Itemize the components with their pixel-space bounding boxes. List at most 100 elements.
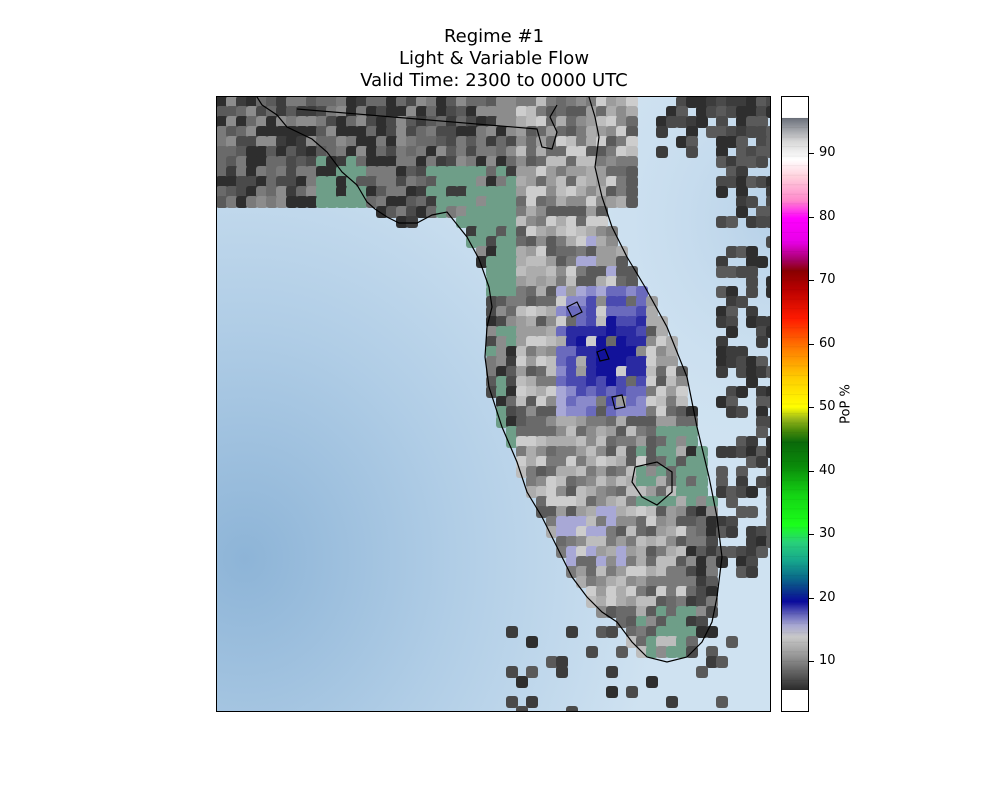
pop-cell xyxy=(726,166,738,178)
pop-cell xyxy=(516,216,528,228)
pop-cell xyxy=(766,186,770,198)
pop-cell xyxy=(336,146,348,158)
pop-cell xyxy=(546,216,558,228)
pop-cell xyxy=(766,176,770,188)
pop-cell xyxy=(526,436,538,448)
pop-cell xyxy=(346,186,358,198)
pop-cell xyxy=(516,306,528,318)
pop-cell xyxy=(566,546,578,558)
pop-cell xyxy=(566,506,578,518)
pop-cell xyxy=(746,116,758,128)
pop-cell xyxy=(636,476,648,488)
pop-cell xyxy=(616,106,628,118)
pop-cell xyxy=(506,176,518,188)
pop-cell xyxy=(506,406,518,418)
pop-cell xyxy=(536,436,548,448)
pop-cell xyxy=(606,396,618,408)
pop-cell xyxy=(276,146,288,158)
pop-cell xyxy=(606,536,618,548)
pop-cell xyxy=(766,136,770,148)
pop-cell xyxy=(466,136,478,148)
pop-cell xyxy=(696,116,708,128)
pop-cell xyxy=(306,97,318,108)
pop-cell xyxy=(426,156,438,168)
pop-cell xyxy=(406,136,418,148)
pop-cell xyxy=(546,406,558,418)
pop-cell xyxy=(556,196,568,208)
pop-cell xyxy=(266,97,278,108)
pop-cell xyxy=(666,436,678,448)
pop-cell xyxy=(276,176,288,188)
pop-cell xyxy=(276,156,288,168)
pop-cell xyxy=(596,406,608,418)
pop-cell xyxy=(326,116,338,128)
pop-cell xyxy=(616,596,628,608)
pop-cell xyxy=(626,566,638,578)
pop-cell xyxy=(536,456,548,468)
pop-cell xyxy=(576,126,588,138)
pop-cell xyxy=(586,346,598,358)
pop-cell xyxy=(486,226,498,238)
pop-cell xyxy=(666,366,678,378)
pop-cell xyxy=(576,396,588,408)
pop-cell xyxy=(606,376,618,388)
pop-cell xyxy=(316,176,328,188)
pop-cell xyxy=(476,146,488,158)
pop-cell xyxy=(656,516,668,528)
pop-cell xyxy=(746,286,758,298)
pop-cell xyxy=(606,256,618,268)
pop-cell xyxy=(576,366,588,378)
pop-cell xyxy=(606,246,618,258)
pop-cell xyxy=(276,126,288,138)
pop-cell xyxy=(546,256,558,268)
pop-cell xyxy=(606,576,618,588)
pop-cell xyxy=(526,226,538,238)
pop-cell xyxy=(676,506,688,518)
pop-cell xyxy=(596,266,608,278)
pop-cell xyxy=(276,106,288,118)
pop-cell xyxy=(436,106,448,118)
pop-cell xyxy=(726,296,738,308)
pop-cell xyxy=(536,376,548,388)
pop-cell xyxy=(636,576,648,588)
colorbar-tick xyxy=(809,470,814,472)
pop-cell xyxy=(506,316,518,328)
pop-cell xyxy=(546,426,558,438)
pop-cell xyxy=(746,446,758,458)
pop-cell xyxy=(556,656,568,668)
pop-cell xyxy=(746,366,758,378)
pop-cell xyxy=(766,366,770,378)
pop-cell xyxy=(276,136,288,148)
pop-cell xyxy=(496,356,508,368)
colorbar-tick xyxy=(809,597,814,599)
pop-cell xyxy=(506,156,518,168)
pop-cell xyxy=(406,97,418,108)
pop-cell xyxy=(566,186,578,198)
pop-cell xyxy=(616,126,628,138)
pop-cell xyxy=(296,176,308,188)
pop-cell xyxy=(586,486,598,498)
pop-cell xyxy=(486,366,498,378)
pop-cell xyxy=(426,97,438,108)
pop-cell xyxy=(766,416,770,428)
colorbar-tick-label: 40 xyxy=(819,462,836,478)
pop-cell xyxy=(426,126,438,138)
pop-cell xyxy=(576,566,588,578)
pop-cell xyxy=(266,196,278,208)
pop-cell xyxy=(536,476,548,488)
pop-cell xyxy=(586,416,598,428)
pop-cell xyxy=(486,146,498,158)
pop-cell xyxy=(556,486,568,498)
pop-cell xyxy=(456,136,468,148)
pop-cell xyxy=(536,506,548,518)
pop-cell xyxy=(486,336,498,348)
pop-cell xyxy=(646,326,658,338)
pop-cell xyxy=(686,436,698,448)
pop-cell xyxy=(596,186,608,198)
pop-cell xyxy=(506,296,518,308)
pop-cell xyxy=(626,356,638,368)
pop-cell xyxy=(596,166,608,178)
pop-cell xyxy=(716,216,728,228)
pop-cell xyxy=(316,126,328,138)
pop-cell xyxy=(656,386,668,398)
